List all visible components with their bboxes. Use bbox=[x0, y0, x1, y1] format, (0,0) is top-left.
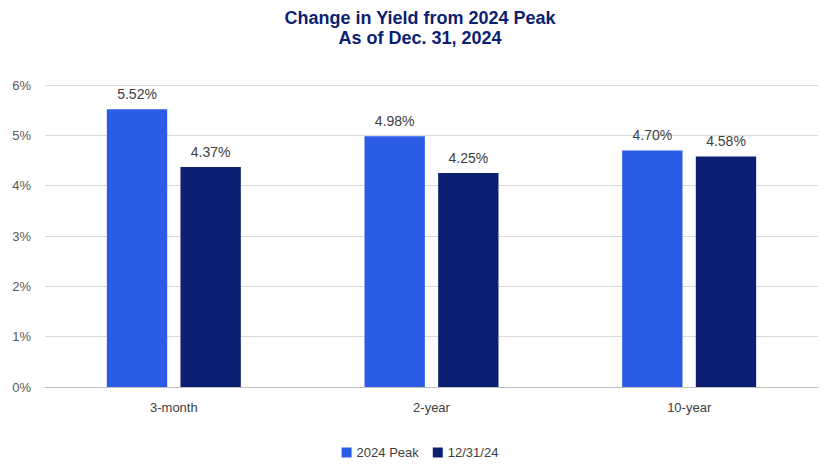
svg-text:Change in Yield from 2024 Peak: Change in Yield from 2024 Peak bbox=[284, 8, 556, 28]
svg-text:5.52%: 5.52% bbox=[117, 86, 157, 102]
svg-text:3%: 3% bbox=[12, 229, 31, 244]
svg-text:0%: 0% bbox=[12, 380, 31, 395]
svg-text:4%: 4% bbox=[12, 178, 31, 193]
svg-text:3-month: 3-month bbox=[150, 400, 198, 415]
svg-text:12/31/24: 12/31/24 bbox=[448, 445, 499, 460]
svg-text:4.58%: 4.58% bbox=[706, 133, 746, 149]
svg-text:1%: 1% bbox=[12, 329, 31, 344]
svg-text:2-year: 2-year bbox=[413, 400, 451, 415]
svg-text:2024 Peak: 2024 Peak bbox=[357, 445, 420, 460]
svg-text:2%: 2% bbox=[12, 279, 31, 294]
svg-text:4.98%: 4.98% bbox=[375, 113, 415, 129]
svg-text:4.70%: 4.70% bbox=[632, 127, 672, 143]
svg-text:6%: 6% bbox=[12, 78, 31, 93]
svg-text:4.37%: 4.37% bbox=[191, 144, 231, 160]
svg-text:5%: 5% bbox=[12, 128, 31, 143]
svg-text:As of Dec. 31, 2024: As of Dec. 31, 2024 bbox=[338, 28, 501, 48]
svg-text:4.25%: 4.25% bbox=[448, 150, 488, 166]
svg-text:10-year: 10-year bbox=[667, 400, 712, 415]
